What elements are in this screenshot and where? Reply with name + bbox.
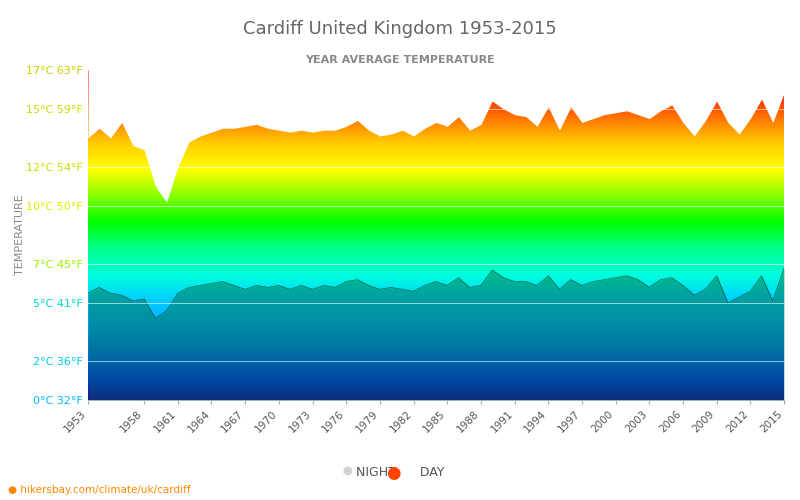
Text: ● hikersbay.com/climate/uk/cardiff: ● hikersbay.com/climate/uk/cardiff [8, 485, 190, 495]
Text: ●: ● [386, 464, 401, 481]
Text: NIGHT      DAY: NIGHT DAY [356, 466, 444, 479]
Text: Cardiff United Kingdom 1953-2015: Cardiff United Kingdom 1953-2015 [243, 20, 557, 38]
Text: YEAR AVERAGE TEMPERATURE: YEAR AVERAGE TEMPERATURE [305, 55, 495, 65]
Text: ❅: ❅ [342, 466, 354, 479]
Y-axis label: TEMPERATURE: TEMPERATURE [15, 194, 25, 276]
